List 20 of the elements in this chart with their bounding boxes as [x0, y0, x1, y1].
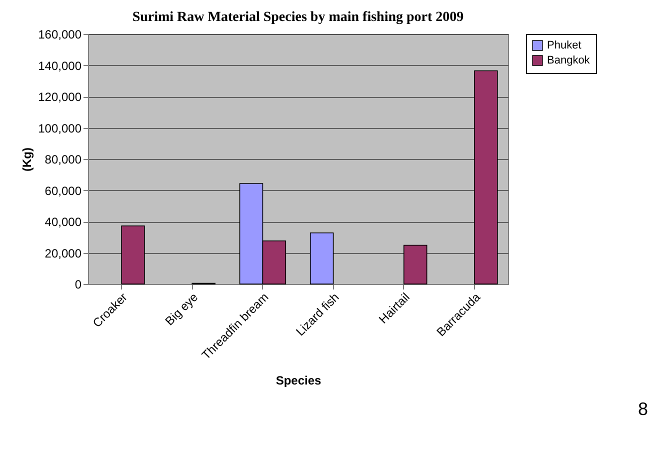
x-tick-label: Big eye: [162, 290, 201, 328]
y-tick-label: 80,000: [44, 152, 82, 166]
bar: [121, 225, 145, 284]
y-tick-label: 40,000: [44, 215, 82, 229]
text: 8: [638, 399, 648, 419]
legend-label: Bangkok: [547, 54, 590, 66]
y-tick-label: 120,000: [38, 90, 82, 104]
bar: [474, 70, 498, 284]
x-axis-title: Species: [276, 374, 322, 388]
y-tick-label: 0: [74, 278, 82, 292]
y-tick-label: 100,000: [38, 121, 82, 136]
bar: [403, 244, 428, 284]
y-tick-label: 140,000: [38, 58, 82, 73]
y-tick-label: 20,000: [44, 246, 82, 260]
legend-label: Phuket: [547, 40, 582, 52]
bar: [310, 232, 334, 284]
y-tick-label: 160,000: [38, 28, 82, 42]
y-tick-label: 60,000: [44, 184, 82, 198]
chart-title: Surimi Raw Material Species by main fishing port 2009: [132, 10, 464, 25]
y-axis-title: (Kg): [20, 148, 34, 172]
